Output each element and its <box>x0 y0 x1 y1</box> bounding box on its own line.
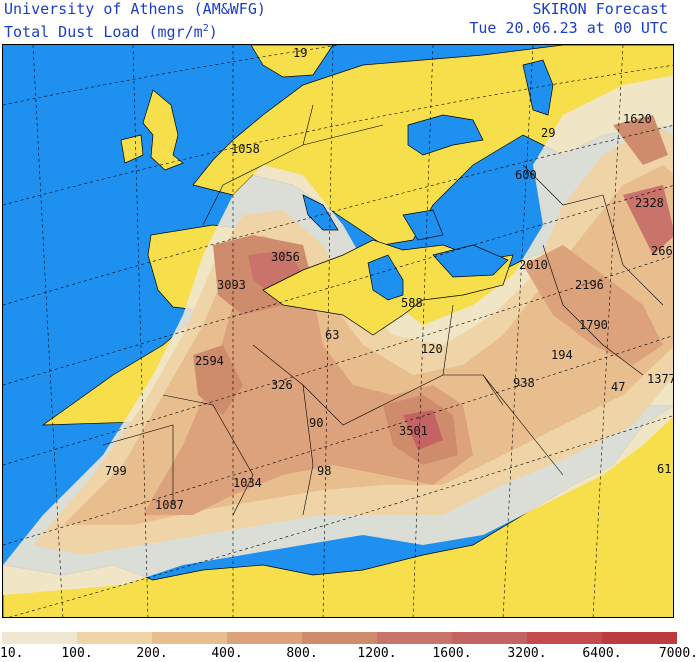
legend-tick-label: 100. <box>61 646 93 661</box>
legend-tick-label: 1200. <box>357 646 397 661</box>
color-legend-labels: 10. 100. 200. 400. 800. 1200. 1600. 3200. 6400. 7… <box>0 646 700 662</box>
model-label: SKIRON Forecast <box>532 0 668 18</box>
map-value: 1790 <box>579 318 608 332</box>
map-value: 1087 <box>155 498 184 512</box>
legend-swatch <box>602 632 677 644</box>
map-value: 63 <box>325 328 339 342</box>
map-value: 326 <box>271 378 293 392</box>
map-value: 90 <box>309 416 323 430</box>
legend-tick-label: 7000. <box>658 646 698 661</box>
map-value: 47 <box>611 380 625 394</box>
legend-tick-label: 1600. <box>432 646 472 661</box>
value-labels: 19 1058 1620 29 600 2328 3056 266 2010 2… <box>105 46 674 512</box>
map-value: 2328 <box>635 196 664 210</box>
legend-tick-label: 800. <box>286 646 318 661</box>
map-value: 2010 <box>519 258 548 272</box>
map-value: 98 <box>317 464 331 478</box>
map-value: 61 <box>657 462 671 476</box>
map-value: 3093 <box>217 278 246 292</box>
legend-tick-label: 3200. <box>507 646 547 661</box>
map-header-right: SKIRON Forecast Tue 20.06.23 at 00 UTC <box>469 0 668 38</box>
map-value: 1620 <box>623 112 652 126</box>
map-value: 799 <box>105 464 127 478</box>
dust-load-map: 19 1058 1620 29 600 2328 3056 266 2010 2… <box>2 44 674 618</box>
legend-swatch <box>77 632 152 644</box>
country-borders <box>102 104 664 516</box>
map-value: 120 <box>421 342 443 356</box>
legend-swatch <box>227 632 302 644</box>
map-value: 1058 <box>231 142 260 156</box>
quantity-label: Total Dust Load (mgr/m2) <box>4 23 218 41</box>
map-value: 2196 <box>575 278 604 292</box>
map-value: 3056 <box>271 250 300 264</box>
map-value: 19 <box>293 46 307 60</box>
inland-seas <box>262 59 554 336</box>
map-value: 600 <box>515 168 537 182</box>
legend-swatch <box>452 632 527 644</box>
valid-time-label: Tue 20.06.23 at 00 UTC <box>469 19 668 37</box>
map-value: 194 <box>551 348 573 362</box>
map-value: 1034 <box>233 476 262 490</box>
map-canvas: 19 1058 1620 29 600 2328 3056 266 2010 2… <box>3 45 674 617</box>
map-header-left: University of Athens (AM&WFG) Total Dust… <box>4 0 266 42</box>
map-value: 938 <box>513 376 535 390</box>
map-value: 266 <box>651 244 673 258</box>
legend-tick-label: 10. <box>0 646 24 661</box>
institution-label: University of Athens (AM&WFG) <box>4 0 266 18</box>
legend-swatch <box>302 632 377 644</box>
legend-tick-label: 6400. <box>582 646 622 661</box>
legend-tick-label: 200. <box>136 646 168 661</box>
legend-swatch <box>2 632 77 644</box>
legend-swatch <box>377 632 452 644</box>
legend-swatch <box>152 632 227 644</box>
legend-tick-label: 400. <box>211 646 243 661</box>
map-value: 29 <box>541 126 555 140</box>
map-value: 1377 <box>647 372 674 386</box>
graticule <box>3 45 673 617</box>
color-legend <box>2 632 677 644</box>
legend-swatch <box>527 632 602 644</box>
map-value: 2594 <box>195 354 224 368</box>
map-value: 588 <box>401 296 423 310</box>
map-value: 3501 <box>399 424 428 438</box>
